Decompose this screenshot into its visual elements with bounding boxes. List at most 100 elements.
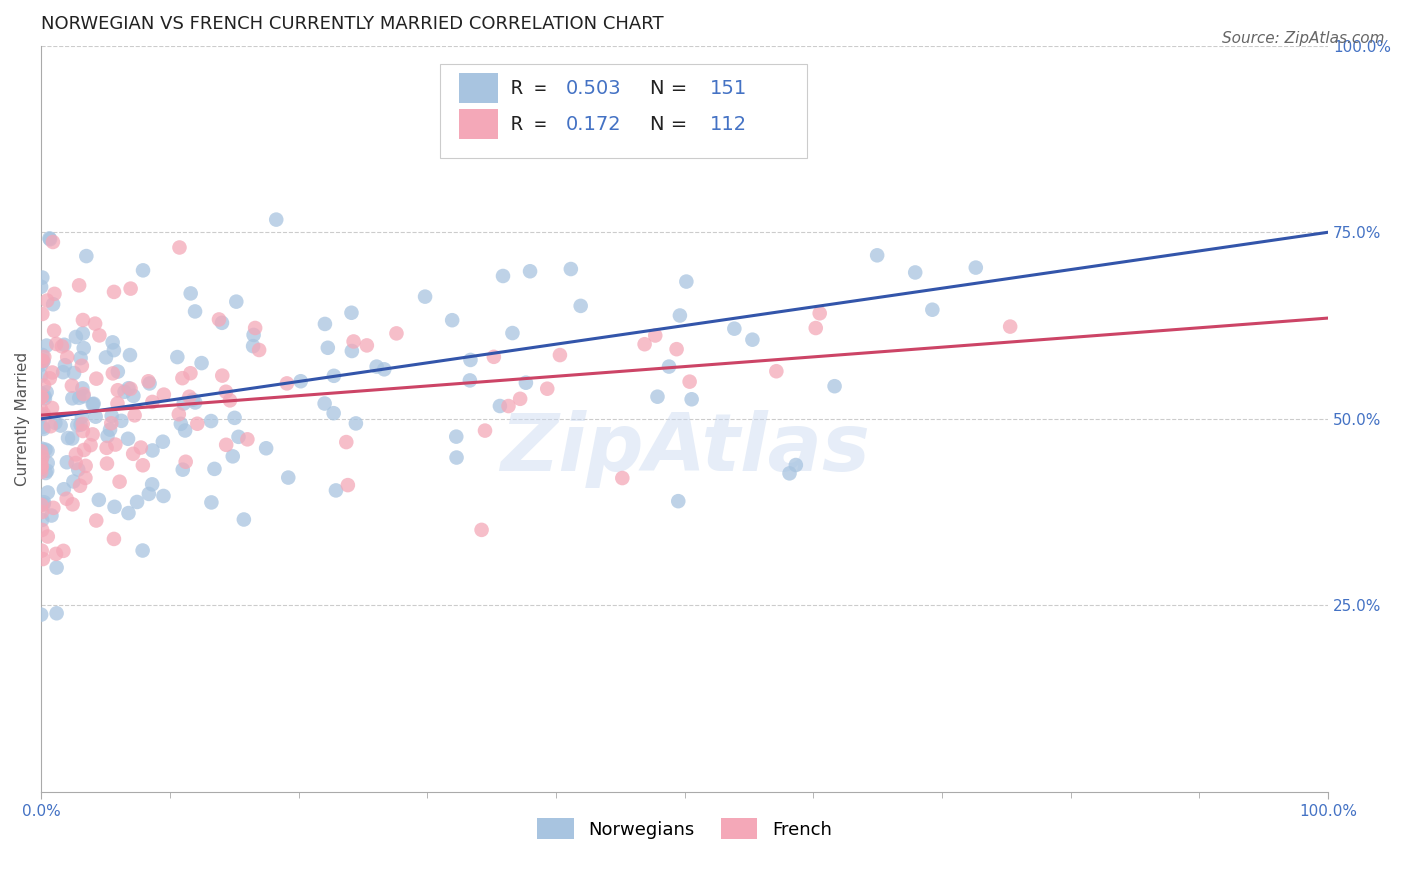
Point xyxy=(222,450,245,464)
Point xyxy=(190,356,212,370)
Point xyxy=(32,350,55,364)
Point xyxy=(62,497,84,511)
Point xyxy=(114,384,136,399)
Point xyxy=(31,451,53,466)
Point xyxy=(169,240,191,254)
Point xyxy=(72,387,94,401)
Point xyxy=(35,338,58,352)
Point xyxy=(31,270,53,285)
Point xyxy=(32,407,55,421)
Point xyxy=(179,366,201,380)
Point xyxy=(34,392,56,406)
Point xyxy=(32,422,55,436)
Point xyxy=(785,458,807,472)
Text: 112: 112 xyxy=(710,114,748,134)
Point xyxy=(30,390,52,404)
Point xyxy=(228,430,250,444)
Point xyxy=(63,366,86,380)
Point xyxy=(72,326,94,341)
Point xyxy=(72,417,94,431)
Point xyxy=(166,350,188,364)
Point xyxy=(96,429,118,443)
Point xyxy=(67,462,90,476)
Point xyxy=(70,359,93,373)
Point xyxy=(314,317,336,331)
Point xyxy=(779,467,801,481)
Point xyxy=(204,462,226,476)
Point xyxy=(94,351,117,365)
Point xyxy=(344,417,367,431)
Point xyxy=(32,552,55,566)
Point xyxy=(73,389,96,403)
Point xyxy=(44,416,66,430)
Point xyxy=(37,444,59,458)
Point xyxy=(242,327,264,342)
Point xyxy=(72,313,94,327)
Point xyxy=(675,275,697,289)
Point xyxy=(31,420,53,434)
Point xyxy=(153,387,176,401)
Point xyxy=(129,441,152,455)
Point xyxy=(30,280,52,294)
Point xyxy=(72,381,94,395)
Point xyxy=(107,365,129,379)
Point xyxy=(225,294,247,309)
Point xyxy=(612,471,634,485)
Point xyxy=(103,343,125,358)
Point xyxy=(325,483,347,498)
Point xyxy=(122,447,145,461)
Point xyxy=(254,442,277,456)
Point xyxy=(186,417,208,431)
Point xyxy=(41,401,63,415)
Point xyxy=(200,495,222,509)
Point xyxy=(84,514,107,528)
Point xyxy=(232,512,254,526)
Bar xyxy=(460,109,498,139)
Point xyxy=(446,450,468,465)
Point xyxy=(37,464,59,478)
Point xyxy=(42,500,65,515)
Point xyxy=(131,543,153,558)
Point xyxy=(65,330,87,344)
Point xyxy=(501,326,523,340)
Point xyxy=(515,376,537,390)
Point xyxy=(569,299,592,313)
Legend: Norwegians, French: Norwegians, French xyxy=(530,811,839,847)
Point xyxy=(32,495,55,509)
Point xyxy=(34,389,56,403)
Point xyxy=(83,397,105,411)
Point xyxy=(498,399,520,413)
Point xyxy=(224,410,246,425)
Point xyxy=(39,232,62,246)
Point xyxy=(644,328,666,343)
Point xyxy=(31,458,53,473)
Point xyxy=(200,414,222,428)
Point xyxy=(808,306,831,320)
FancyBboxPatch shape xyxy=(440,64,807,158)
Point xyxy=(184,304,207,318)
Point xyxy=(125,495,148,509)
Point xyxy=(647,390,669,404)
Point xyxy=(120,382,142,396)
Point xyxy=(30,444,52,458)
Point xyxy=(138,374,160,388)
Point xyxy=(108,475,131,489)
Point xyxy=(32,354,55,368)
Point xyxy=(107,383,129,397)
Point xyxy=(181,392,204,407)
Point xyxy=(236,433,259,447)
Point xyxy=(489,399,512,413)
Text: NORWEGIAN VS FRENCH CURRENTLY MARRIED CORRELATION CHART: NORWEGIAN VS FRENCH CURRENTLY MARRIED CO… xyxy=(41,15,664,33)
Point xyxy=(208,312,231,326)
Point xyxy=(174,424,197,438)
Point xyxy=(31,450,53,464)
Point xyxy=(560,262,582,277)
Point xyxy=(96,457,118,471)
Point xyxy=(30,390,52,404)
Point xyxy=(37,529,59,543)
Point xyxy=(482,350,505,364)
Point xyxy=(60,392,83,406)
Point xyxy=(741,333,763,347)
Point xyxy=(211,368,233,383)
Point xyxy=(62,475,84,489)
